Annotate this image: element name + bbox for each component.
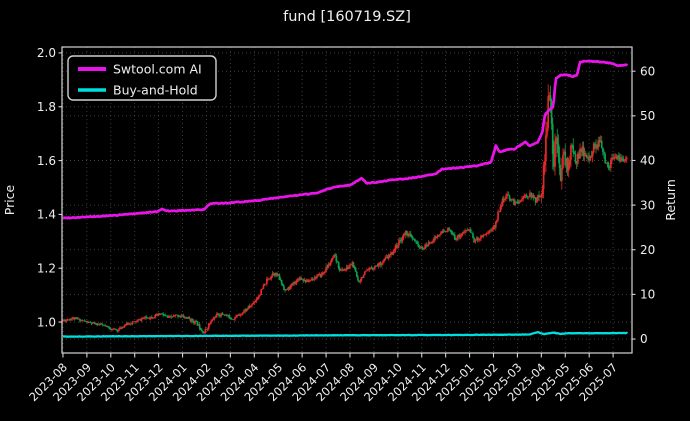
y-axis-label-return: Return — [663, 179, 678, 220]
x-gridlines — [62, 47, 614, 353]
return-tick-label: 60 — [640, 64, 655, 78]
return-tick-label: 40 — [640, 154, 655, 168]
price-tick-label: 1.0 — [37, 315, 56, 329]
return-tick-label: 0 — [640, 332, 648, 346]
return-tick-label: 20 — [640, 243, 655, 257]
return-gridlines — [62, 70, 632, 340]
price-tick-labels: 1.0 1.2 1.4 1.6 1.8 2.0 — [37, 46, 56, 329]
return-tick-label: 10 — [640, 288, 655, 302]
price-tick-label: 1.8 — [37, 100, 56, 114]
candle-wicks-down — [64, 85, 624, 334]
candlestick-series — [62, 84, 628, 334]
candle-bodies-down — [64, 95, 625, 334]
ai-return-line — [62, 59, 629, 220]
legend-label-buy-hold: Buy-and-Hold — [113, 83, 198, 98]
price-tick-label: 1.6 — [37, 154, 56, 168]
candle-wicks-up — [62, 84, 628, 334]
plot-frame — [61, 46, 633, 354]
tick-marks — [58, 52, 636, 358]
price-tick-label: 2.0 — [37, 46, 56, 60]
price-tick-label: 1.2 — [37, 261, 56, 275]
return-tick-labels: 0 10 20 30 40 50 60 — [640, 64, 655, 346]
return-tick-label: 50 — [640, 109, 655, 123]
price-tick-label: 1.4 — [37, 208, 56, 222]
x-tick-labels: 2023-082023-092023-102023-112023-122024-… — [26, 360, 620, 404]
return-tick-label: 30 — [640, 198, 655, 212]
legend: Swtool.com AI Buy-and-Hold — [67, 55, 217, 101]
candle-bodies-up — [62, 95, 628, 334]
buy-and-hold-line — [62, 330, 628, 338]
chart-title: fund [160719.SZ] — [283, 9, 411, 25]
legend-label-ai: Swtool.com AI — [113, 62, 202, 77]
y-axis-label-price: Price — [2, 184, 17, 215]
